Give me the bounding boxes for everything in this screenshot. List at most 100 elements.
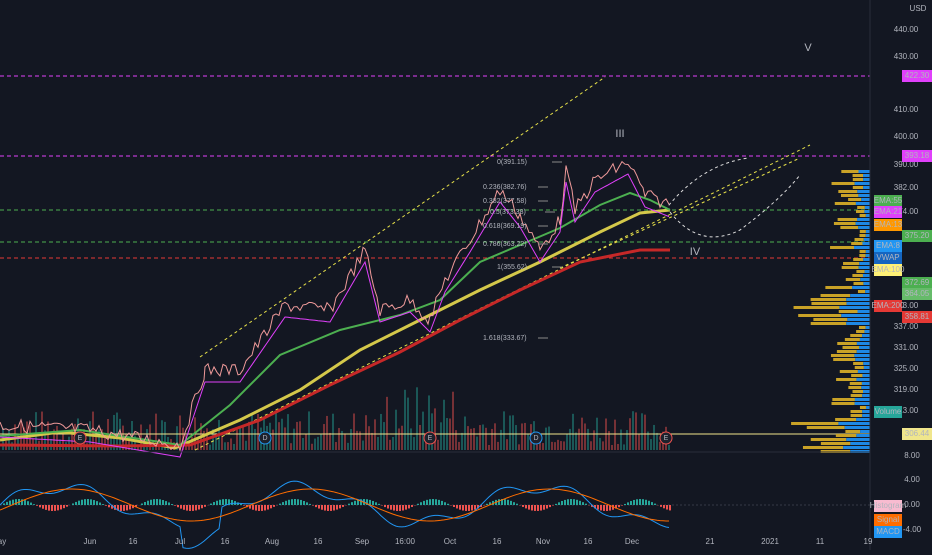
profile-bar <box>858 194 870 197</box>
volume-bar <box>251 413 253 450</box>
macd-bar <box>36 505 38 506</box>
macd-bar <box>183 505 185 510</box>
indicator-label: EMA:55 <box>874 196 903 205</box>
profile-bar <box>830 246 854 249</box>
macd-bar <box>597 505 599 510</box>
macd-bar <box>441 501 443 505</box>
event-label: E <box>664 435 669 442</box>
volume-bar <box>320 434 322 450</box>
fib-label: 0.236(382.76) <box>483 184 527 191</box>
profile-bar <box>860 214 866 217</box>
profile-bar <box>832 402 855 405</box>
profile-bar <box>856 418 870 421</box>
volume-bar <box>473 428 475 450</box>
macd-bar <box>171 504 173 505</box>
volume-bar <box>386 397 388 450</box>
profile-bar <box>857 342 870 345</box>
volume-bar <box>68 437 70 450</box>
volume-bar <box>221 436 223 450</box>
macd-bar <box>309 504 311 505</box>
profile-bar <box>837 350 857 353</box>
macd-bar <box>180 505 182 509</box>
profile-bar <box>860 278 870 281</box>
macd-bar <box>204 505 206 507</box>
profile-bar <box>833 358 855 361</box>
volume-bar <box>290 443 292 450</box>
macd-bar <box>471 505 473 511</box>
macd-bar <box>585 504 587 505</box>
macd-bar <box>141 504 143 505</box>
indicator-label: EMA:21 <box>874 207 903 216</box>
volume-bar <box>362 441 364 450</box>
profile-bar <box>841 194 858 197</box>
macd-bar <box>669 505 671 510</box>
volume-bar <box>566 434 568 450</box>
profile-bar <box>836 434 857 437</box>
profile-bar <box>860 230 866 233</box>
macd-bar <box>546 505 548 509</box>
profile-bar <box>798 314 841 317</box>
profile-bar <box>866 326 870 329</box>
volume-bar <box>284 427 286 450</box>
macd-bar <box>387 505 389 509</box>
profile-bar <box>839 306 870 309</box>
profile-bar <box>852 286 870 289</box>
profile-bar <box>858 370 870 373</box>
macd-bar <box>39 505 41 507</box>
macd-bar <box>81 500 83 505</box>
macd-bar <box>390 505 392 510</box>
macd-bar <box>42 505 44 509</box>
volume-bar <box>659 442 661 450</box>
macd-bar <box>225 499 227 505</box>
profile-bar <box>835 418 856 421</box>
macd-bar <box>279 504 281 505</box>
macd-bar <box>195 505 197 510</box>
volume-bar <box>308 411 310 450</box>
macd-bar <box>351 502 353 505</box>
profile-bar <box>860 250 866 253</box>
profile-bar <box>853 186 863 189</box>
time-tick-label: 2021 <box>761 537 779 546</box>
profile-bar <box>851 242 862 245</box>
profile-bar <box>857 310 870 313</box>
profile-bar <box>861 386 870 389</box>
macd-bar <box>507 500 509 505</box>
profile-bar <box>847 302 870 305</box>
profile-bar <box>866 250 870 253</box>
macd-bar <box>663 505 665 508</box>
profile-bar <box>866 406 870 409</box>
volume-bar <box>416 387 418 450</box>
profile-bar <box>862 394 870 397</box>
profile-bar <box>854 246 870 249</box>
volume-bar <box>404 390 406 450</box>
macd-bar <box>630 501 632 505</box>
profile-bar <box>866 234 870 237</box>
macd-bar <box>372 501 374 505</box>
macd-bar <box>531 505 533 510</box>
volume-bar <box>365 415 367 450</box>
macd-bar <box>24 500 26 505</box>
macd-bar <box>393 505 395 511</box>
time-tick-label: Sep <box>355 537 370 546</box>
macd-label: MACD <box>876 527 900 536</box>
macd-bar <box>606 505 608 511</box>
macd-bar <box>102 504 104 505</box>
volume-bar <box>650 439 652 450</box>
profile-bar <box>837 342 857 345</box>
macd-bar <box>63 505 65 508</box>
profile-bar <box>857 190 870 193</box>
volume-bar <box>656 433 658 450</box>
profile-bar <box>864 210 870 213</box>
volume-bar <box>509 416 511 450</box>
profile-bar <box>866 254 870 257</box>
macd-bar <box>549 505 551 507</box>
wave-label: IV <box>690 246 701 258</box>
time-tick-label: ay <box>0 537 6 546</box>
volume-bar <box>92 412 94 450</box>
macd-bar <box>192 505 194 511</box>
macd-bar <box>261 505 263 511</box>
profile-bar <box>811 302 846 305</box>
time-tick-label: Jul <box>175 537 185 546</box>
macd-bar <box>447 504 449 505</box>
macd-bar <box>159 499 161 505</box>
